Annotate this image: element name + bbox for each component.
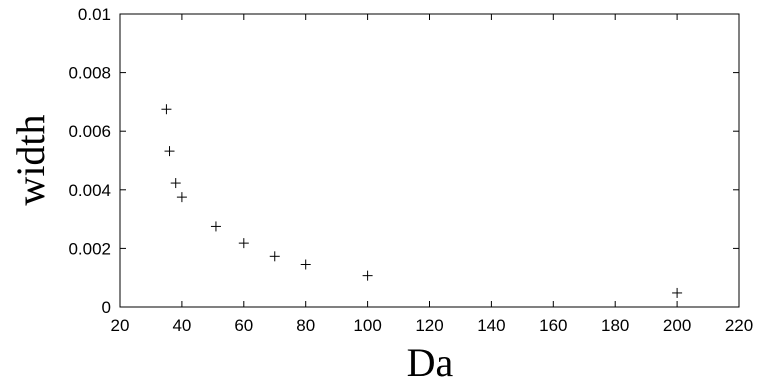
x-tick-label: 100: [353, 316, 381, 335]
data-point: [672, 287, 683, 298]
y-tick-label: 0: [102, 298, 111, 317]
x-axis-label: Da: [407, 340, 454, 383]
y-tick-label: 0.004: [68, 181, 111, 200]
x-tick-label: 120: [415, 316, 443, 335]
x-tick-label: 160: [539, 316, 567, 335]
y-axis: 0 0.002 0.004 0.006 0.008 0.01: [68, 5, 739, 317]
data-point: [176, 192, 187, 203]
x-tick-label: 180: [601, 316, 629, 335]
x-tick-label: 80: [296, 316, 315, 335]
data-point: [164, 146, 175, 157]
y-tick-label: 0.006: [68, 122, 111, 141]
data-point: [210, 221, 221, 232]
y-tick-label: 0.008: [68, 64, 111, 83]
x-tick-label: 200: [663, 316, 691, 335]
data-point: [161, 104, 172, 115]
data-point: [300, 259, 311, 270]
x-axis: 20 40 60 80 100 120 140 160 180 200 220: [111, 14, 753, 335]
x-tick-label: 140: [477, 316, 505, 335]
data-points: [161, 104, 683, 298]
plot-frame: [119, 13, 740, 308]
data-point: [170, 178, 181, 189]
y-tick-label: 0.01: [78, 5, 111, 24]
x-tick-label: 20: [111, 316, 130, 335]
x-tick-label: 40: [172, 316, 191, 335]
data-point: [269, 251, 280, 262]
data-point: [238, 238, 249, 249]
x-tick-label: 220: [725, 316, 753, 335]
data-point: [362, 270, 373, 281]
y-tick-label: 0.002: [68, 239, 111, 258]
x-tick-label: 60: [234, 316, 253, 335]
y-axis-label: width: [8, 114, 53, 205]
